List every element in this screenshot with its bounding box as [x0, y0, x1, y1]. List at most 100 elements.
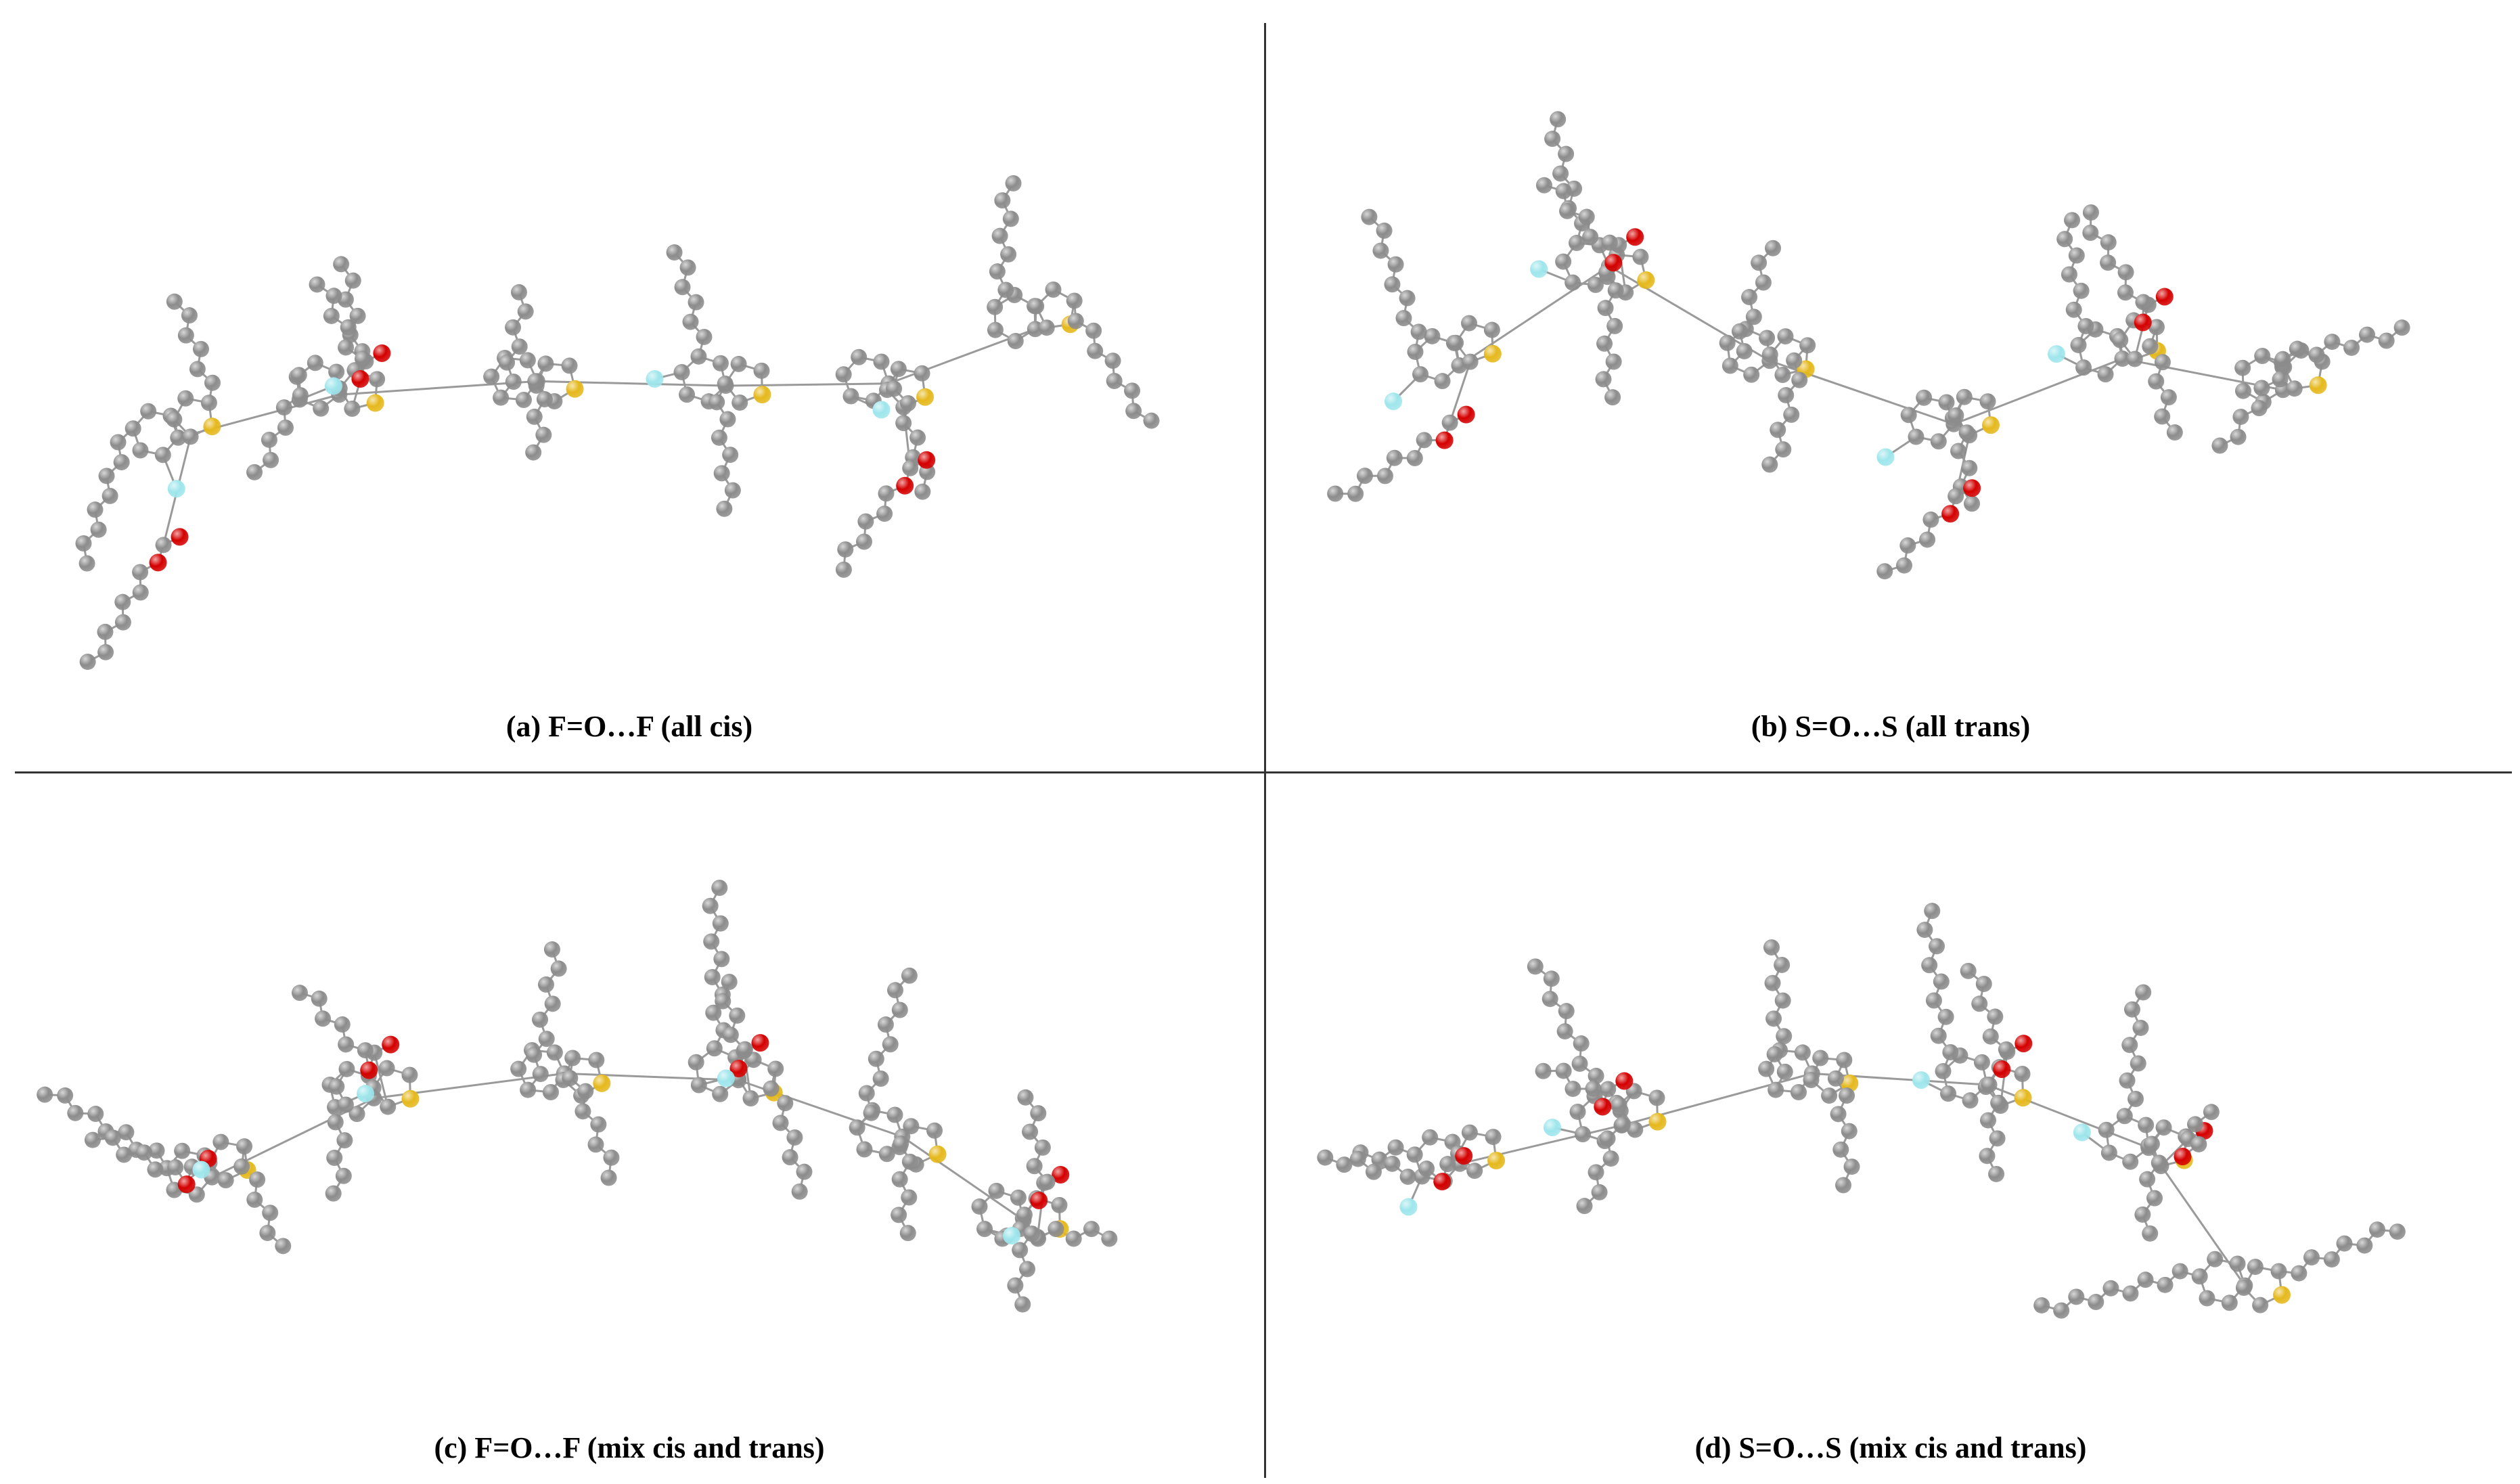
- carbon-atom: [1937, 1008, 1954, 1025]
- carbon-atom: [712, 1085, 729, 1102]
- carbon-atom: [1019, 1261, 1036, 1278]
- carbon-atom: [856, 533, 873, 550]
- carbon-atom: [1565, 1081, 1581, 1098]
- carbon-atom: [1790, 1083, 1807, 1100]
- carbon-atom: [1975, 976, 1992, 993]
- carbon-atom: [690, 348, 707, 365]
- carbon-atom: [307, 355, 323, 372]
- carbon-atom: [1960, 962, 1977, 979]
- carbon-atom: [204, 374, 221, 391]
- carbon-atom: [499, 354, 516, 371]
- carbon-atom: [2172, 1263, 2188, 1280]
- carbon-atom: [673, 363, 690, 380]
- carbon-atom: [1395, 310, 1412, 327]
- carbon-atom: [338, 339, 355, 356]
- carbon-atom: [1087, 342, 1104, 359]
- carbon-atom: [2033, 1297, 2050, 1313]
- carbon-atom: [1764, 974, 1781, 991]
- carbon-atom: [292, 387, 309, 404]
- carbon-atom: [1948, 407, 1964, 424]
- sulfur-atom: [2273, 1286, 2291, 1304]
- carbon-atom: [2135, 984, 2152, 1001]
- carbon-atom: [1597, 300, 1614, 317]
- carbon-atom: [1812, 1050, 1829, 1066]
- carbon-atom: [1908, 428, 1925, 445]
- carbon-atom: [1587, 276, 1604, 293]
- carbon-atom: [1922, 511, 1939, 528]
- carbon-atom: [1558, 1003, 1575, 1020]
- carbon-atom: [2137, 1272, 2154, 1288]
- carbon-atom: [893, 1136, 909, 1152]
- caption-d: (d) S=O…S (mix cis and trans): [1694, 1431, 2087, 1464]
- carbon-atom: [708, 394, 725, 411]
- oxygen-atom: [2155, 288, 2174, 306]
- carbon-atom: [1461, 1124, 1478, 1141]
- carbon-atom: [835, 366, 852, 383]
- carbon-atom: [1424, 328, 1441, 344]
- carbon-atom: [177, 327, 194, 344]
- carbon-atom: [2097, 366, 2114, 383]
- carbon-atom: [526, 408, 543, 425]
- carbon-atom: [1774, 366, 1791, 383]
- carbon-atom: [1356, 468, 1373, 485]
- carbon-atom: [2068, 1288, 2085, 1305]
- carbon-atom: [702, 897, 719, 914]
- oxygen-atom: [351, 369, 369, 388]
- carbon-atom: [1384, 276, 1401, 293]
- carbon-atom: [87, 1106, 104, 1123]
- carbon-atom: [1106, 372, 1123, 389]
- carbon-atom: [1745, 309, 1762, 325]
- carbon-atom: [1607, 282, 1624, 299]
- carbon-atom: [136, 1144, 153, 1161]
- carbon-atom: [1017, 1089, 1034, 1106]
- carbon-atom: [233, 1158, 250, 1175]
- carbon-atom: [1591, 1184, 1608, 1200]
- carbon-atom: [1034, 1139, 1051, 1156]
- carbon-atom: [2138, 1117, 2155, 1133]
- carbon-atom: [2100, 254, 2117, 271]
- sulfur-atom: [1637, 271, 1655, 290]
- carbon-atom: [577, 1083, 594, 1100]
- carbon-atom: [1770, 422, 1786, 439]
- carbon-atom: [259, 1224, 276, 1241]
- carbon-atom: [763, 1080, 780, 1097]
- carbon-atom: [863, 1104, 880, 1121]
- carbon-atom: [200, 395, 217, 411]
- carbon-atom: [1775, 441, 1792, 458]
- carbon-atom: [155, 537, 172, 554]
- carbon-atom: [1940, 1085, 1957, 1102]
- carbon-atom: [1998, 1041, 2015, 1058]
- carbon-atom: [2234, 382, 2251, 399]
- carbon-atom: [1925, 992, 1942, 1009]
- carbon-atom: [511, 338, 528, 355]
- carbon-atom: [1038, 319, 1055, 336]
- carbon-atom: [1387, 256, 1404, 273]
- carbon-atom: [1783, 406, 1800, 423]
- carbon-atom: [987, 298, 1004, 315]
- carbon-atom: [1406, 1146, 1423, 1163]
- oxygen-atom: [1615, 1072, 1634, 1090]
- carbon-atom: [1961, 459, 1978, 476]
- carbon-atom: [886, 1106, 903, 1123]
- carbon-atom: [323, 307, 340, 324]
- panel-c: (c) F=O…F (mix cis and trans): [0, 753, 1259, 1484]
- carbon-atom: [2064, 212, 2081, 229]
- carbon-atom: [2061, 266, 2077, 283]
- carbon-atom: [2324, 334, 2341, 351]
- carbon-atom: [1416, 432, 1433, 449]
- fluorine-atom: [646, 369, 664, 388]
- carbon-atom: [1441, 414, 1458, 431]
- carbon-atom: [544, 995, 561, 1012]
- carbon-atom: [2126, 351, 2143, 367]
- carbon-atom: [104, 1129, 121, 1146]
- carbon-atom: [891, 1171, 908, 1188]
- carbon-atom: [1372, 242, 1389, 259]
- carbon-atom: [2135, 294, 2152, 311]
- fluorine-atom: [717, 1069, 735, 1087]
- carbon-atom: [1000, 246, 1017, 263]
- carbon-atom: [736, 1041, 753, 1058]
- carbon-atom: [2343, 339, 2360, 356]
- carbon-atom: [873, 353, 890, 370]
- bonds: [1335, 118, 2403, 572]
- carbon-atom: [263, 451, 279, 468]
